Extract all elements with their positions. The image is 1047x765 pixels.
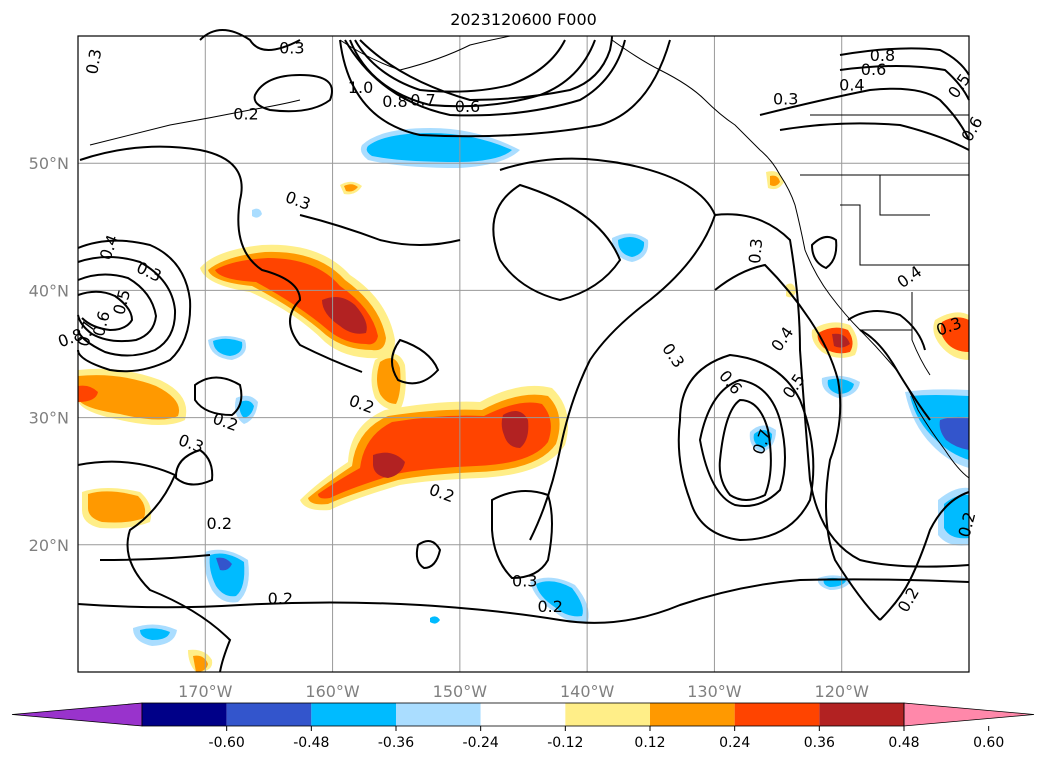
colorbar: -0.60 -0.48 -0.36 -0.24 -0.12 0.12 0.24 0.36 0.4… [11,702,1035,751]
contour-label: 1.0 [348,78,373,97]
colorbar-tick-label: -0.48 [293,735,329,751]
contour-label: 0.7 [410,91,435,110]
contour-lines [77,29,970,673]
gridlines [78,36,969,672]
negative-anomaly-5-core [140,628,170,640]
contour-label: 0.2 [207,514,232,533]
colorbar-segment [226,703,312,726]
contour-label: 0.8 [870,46,895,65]
map-frame [77,35,970,673]
y-tick-labels: 20°N 30°N 40°N 50°N [29,154,69,555]
contour-label: 0.3 [283,187,313,214]
positive-anomaly-connector-core [377,358,401,404]
negative-anomaly-7-core [753,430,772,448]
x-tick-label: 120°W [815,682,870,701]
colorbar-tick-label: -0.36 [378,735,414,751]
colorbar-segment [142,703,227,726]
colorbar-segment [396,703,481,726]
x-tick-label: 140°W [560,682,615,701]
colorbar-tick-label: -0.12 [547,735,583,751]
x-tick-label: 160°W [305,682,360,701]
positive-anomaly-small-3-core [193,655,208,672]
colorbar-tick-label: -0.60 [209,735,245,751]
colorbar-outline [141,702,905,727]
contour-label: 0.3 [745,238,766,265]
contour-label: 0.6 [957,113,986,145]
chart-title: 2023120600 F000 [450,10,597,29]
colorbar-segment [819,703,904,726]
negative-anomaly-baja-inner [939,416,969,450]
positive-anomaly-small-2-core [770,175,780,186]
positive-anomaly-small-1-core [344,184,358,192]
positive-anomaly-east-core [940,317,969,352]
colorbar-tick-label: -0.24 [463,735,499,751]
negative-anomaly-2-core [213,338,243,356]
negative-anomaly-6-core [536,581,583,617]
x-tick-labels: 170°W 160°W 150°W 140°W 130°W 120°W [178,682,869,701]
contour-label: 0.5 [944,70,974,102]
colorbar-segment [565,703,650,726]
positive-anomaly-west-b-core [88,491,146,523]
y-tick-label: 30°N [29,409,69,428]
positive-anomaly-south-inner [318,402,551,499]
contour-label: 0.3 [773,89,798,108]
y-tick-label: 40°N [29,281,69,300]
positive-anomaly-south-peak [501,411,529,448]
negative-anomaly-1-core [618,236,645,257]
contour-label: 0.2 [346,391,376,418]
contour-label: 0.3 [658,340,688,372]
y-tick-label: 50°N [29,154,69,173]
x-tick-label: 130°W [687,682,742,701]
colorbar-extend-low [11,702,143,727]
contour-label: 0.2 [538,597,563,616]
contour-label: 0.3 [279,38,304,57]
positive-anomaly-west-a-core [78,375,180,420]
contour-label: 0.4 [839,75,864,94]
positive-anomaly-west-a-inner [78,385,98,402]
coastlines [89,35,970,479]
negative-anomaly-8-core [827,378,854,394]
contour-label: 0.3 [176,430,206,457]
y-tick-label: 20°N [29,536,69,555]
negative-anomaly-small-2 [430,616,440,624]
contour-label: 0.8 [382,92,407,111]
positive-anomaly-south-peak-2 [373,452,405,478]
contour-label: 0.3 [82,47,105,75]
positive-anomaly-coast-peak [832,333,850,348]
contour-label: 0.6 [455,97,480,116]
colorbar-segment [480,703,566,726]
contour-label: 0.3 [512,571,537,590]
colorbar-tick-label: 0.48 [888,735,919,751]
contour-label: 0.6 [861,60,886,79]
colorbar-segment [734,703,820,726]
colorbar-extend-high [903,702,1035,727]
negative-anomaly-small-1 [252,208,262,218]
positive-anomaly-north-peak [322,296,367,334]
negative-anomaly-mexico-core [944,494,969,539]
contour-label: 0.4 [767,323,797,355]
colorbar-tick-label: 0.24 [719,735,750,751]
contour-label: 0.4 [894,262,926,292]
colorbar-tick-label: 0.12 [634,735,665,751]
contour-label: 0.2 [233,105,258,124]
negative-anomaly-4-inner [216,557,232,571]
negative-anomaly-gulf-core [366,133,512,162]
x-tick-label: 150°W [433,682,488,701]
colorbar-segment [311,703,396,726]
negative-anomaly-3-core [239,400,254,418]
contour-label: 0.2 [427,480,457,507]
colorbar-tick-label: 0.60 [973,735,1004,751]
colorbar-segment [650,703,735,726]
contour-label: 0.2 [268,589,293,608]
x-tick-label: 170°W [178,682,233,701]
contour-label: 0.2 [894,584,923,616]
colorbar-tick-label: 0.36 [804,735,835,751]
shaded-fields [78,128,969,672]
